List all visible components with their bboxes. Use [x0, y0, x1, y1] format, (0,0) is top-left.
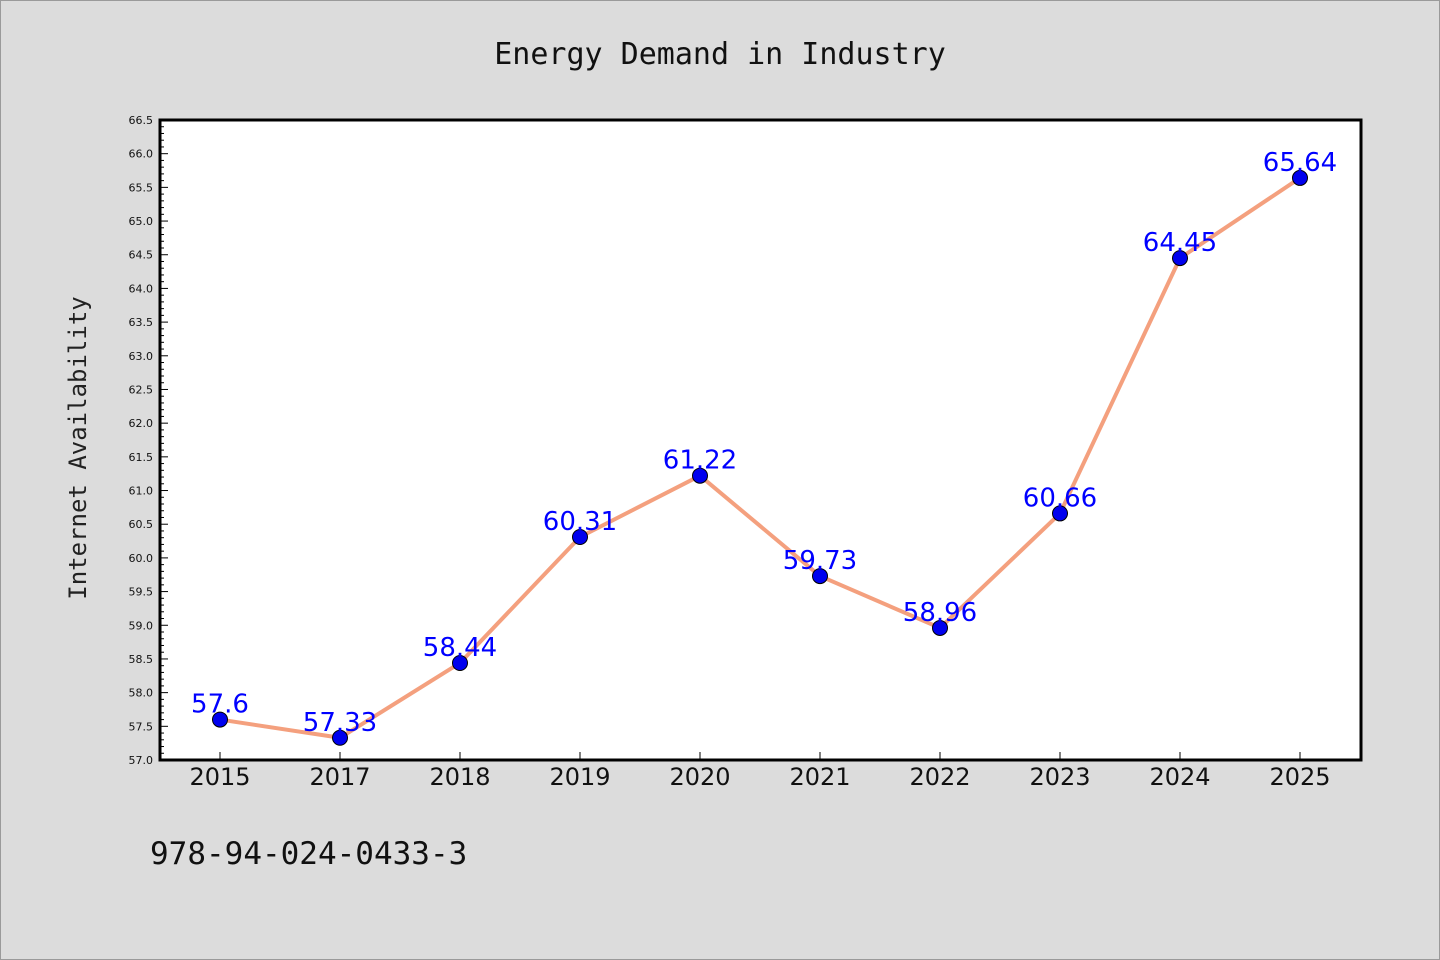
data-point — [692, 467, 708, 484]
y-tick-label: 60.0 — [129, 552, 154, 565]
data-label: 57.33 — [303, 708, 377, 738]
data-point — [1172, 250, 1188, 267]
data-point — [572, 529, 588, 546]
data-point — [932, 619, 948, 636]
data-label: 57.6 — [191, 690, 249, 720]
y-tick-label: 62.0 — [129, 417, 154, 430]
y-tick-label: 66.5 — [129, 114, 154, 127]
y-tick-label: 59.0 — [129, 619, 154, 632]
data-label: 60.66 — [1023, 483, 1097, 513]
data-label: 61.22 — [663, 446, 737, 476]
y-tick-label: 66.0 — [129, 148, 154, 161]
data-label: 58.96 — [903, 598, 977, 628]
y-axis-label: Internet Availability — [64, 296, 92, 599]
x-tick-label: 2025 — [1269, 763, 1330, 791]
y-tick-label: 60.5 — [129, 518, 154, 531]
y-tick-label: 64.5 — [129, 249, 154, 262]
data-point — [452, 654, 468, 671]
x-tick-label: 2015 — [189, 763, 250, 791]
x-tick-label: 2021 — [789, 763, 850, 791]
data-point — [212, 711, 228, 728]
chart-title: Energy Demand in Industry — [494, 37, 946, 72]
data-label: 64.45 — [1143, 228, 1217, 258]
y-tick-label: 65.0 — [129, 215, 154, 228]
series-group — [212, 169, 1308, 746]
y-tick-label: 57.0 — [129, 754, 154, 767]
isbn-text: 978-94-024-0433-3 — [150, 836, 467, 872]
y-tick-label: 64.0 — [129, 282, 154, 295]
y-tick-label: 63.0 — [129, 350, 154, 363]
y-tick-label: 61.5 — [129, 451, 154, 464]
data-label: 58.44 — [423, 633, 497, 663]
x-tick-label: 2022 — [909, 763, 970, 791]
data-label: 60.31 — [543, 507, 617, 537]
y-tick-label: 61.0 — [129, 485, 154, 498]
y-axis: 57.0 57.5 58.0 58.5 59.0 59.5 60.0 60.5 61.0 61.5… — [129, 114, 168, 767]
y-tick-label: 58.0 — [129, 687, 154, 700]
data-point — [332, 729, 348, 746]
data-labels: 57.6 57.33 58.44 60.31 61.22 59.73 58.96 60.66 6… — [191, 148, 1337, 738]
x-axis: 2015 2017 2018 2019 2020 2021 2022 2023 2024 2025 — [189, 752, 1331, 791]
data-point — [1052, 505, 1068, 522]
y-tick-label: 59.5 — [129, 586, 154, 599]
y-tick-label: 62.5 — [129, 383, 154, 396]
y-tick-label: 63.5 — [129, 316, 154, 329]
data-point — [1292, 169, 1308, 186]
y-tick-label: 58.5 — [129, 653, 154, 666]
x-tick-label: 2018 — [429, 763, 490, 791]
plot-area — [158, 118, 1363, 762]
x-tick-label: 2019 — [549, 763, 610, 791]
y-tick-label: 57.5 — [129, 720, 154, 733]
x-tick-label: 2020 — [669, 763, 730, 791]
x-tick-label: 2017 — [309, 763, 370, 791]
data-label: 59.73 — [783, 546, 857, 576]
data-point — [812, 568, 828, 585]
series-line — [218, 175, 1302, 740]
x-tick-label: 2023 — [1029, 763, 1090, 791]
data-label: 65.64 — [1263, 148, 1337, 178]
x-tick-label: 2024 — [1149, 763, 1210, 791]
y-tick-label: 65.5 — [129, 181, 154, 194]
